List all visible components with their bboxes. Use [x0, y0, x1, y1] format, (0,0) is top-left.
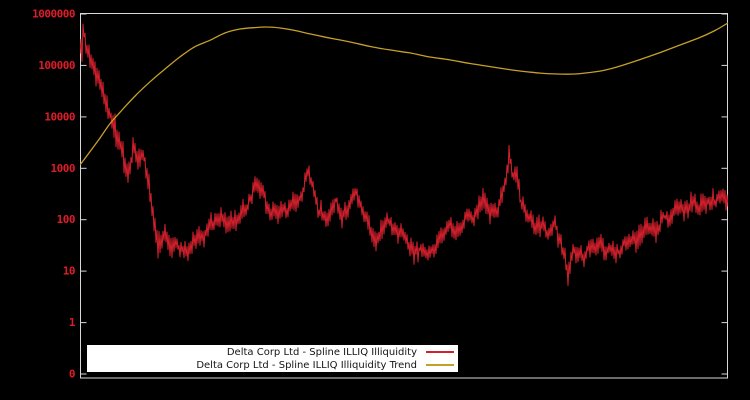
y-axis-tick-label: 0	[69, 368, 75, 381]
legend-item-label: Delta Corp Ltd - Spline ILLIQ Illiquidit…	[226, 346, 417, 358]
trend-series-line	[80, 22, 728, 166]
y-axis-tick-label: 1	[69, 316, 76, 329]
legend-line-sample-trend	[426, 364, 454, 366]
legend-item: Delta Corp Ltd - Spline ILLIQ Illiquidit…	[87, 359, 454, 372]
y-axis-tick-label: 100000	[38, 59, 75, 72]
legend: Delta Corp Ltd - Spline ILLIQ Illiquidit…	[87, 345, 458, 372]
legend-item: Delta Corp Ltd - Spline ILLIQ Illiquidit…	[87, 346, 454, 359]
y-axis-tick-label: 10000	[44, 110, 75, 123]
y-axis-tick-label: 10	[63, 265, 75, 278]
legend-line-sample-illiq	[426, 351, 454, 353]
legend-item-label: Delta Corp Ltd - Spline ILLIQ Illiquidit…	[196, 359, 417, 371]
illiq-series-line	[80, 23, 728, 286]
y-axis-tick-label: 1000	[51, 162, 76, 175]
plot-border	[80, 13, 728, 379]
y-axis-tick-label: 100	[57, 213, 75, 226]
y-axis-tick-label: 1000000	[32, 8, 75, 21]
